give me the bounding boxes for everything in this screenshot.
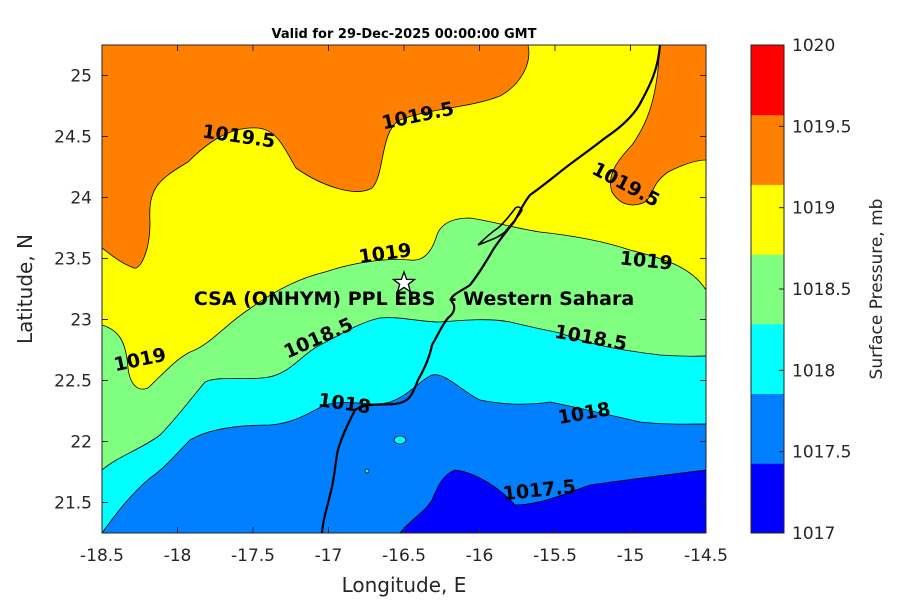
- station-marker: CSA (ONHYM) PPL EBS - Western Sahara: [194, 269, 634, 310]
- colorbar-tick-label: 1018.5: [792, 280, 851, 300]
- band-1017-1017.5: [399, 469, 706, 533]
- contour-map: [101, 44, 707, 534]
- colorbar-tick-label: 1020: [792, 36, 835, 56]
- y-tick-label: 21.5: [54, 494, 92, 514]
- colorbar-tick-label: 1017: [792, 524, 835, 544]
- contour-label: 1019: [619, 247, 674, 274]
- colorbar-segment: [751, 254, 784, 325]
- x-tick-label: -18: [164, 546, 192, 566]
- band-1017.5-1018: [102, 374, 706, 533]
- station-name: CSA (ONHYM) PPL EBS - Western Sahara: [194, 288, 634, 310]
- x-tick-label: -18.5: [80, 546, 124, 566]
- colorbar-tick-label: 1019: [792, 199, 835, 219]
- band-1019.5-1020-northwest: [102, 45, 530, 269]
- colorbar-segment: [751, 393, 784, 464]
- y-tick-label: 23: [70, 311, 92, 331]
- colorbar-label: Surface Pressure, mb: [867, 199, 887, 380]
- y-tick-label: 24.5: [54, 128, 92, 148]
- colorbar-segment: [751, 323, 784, 395]
- small-closed-contour: [393, 435, 407, 445]
- colorbar-tick-label: 1018: [792, 361, 835, 381]
- x-tick-label: -17.5: [231, 546, 275, 566]
- x-tick-label: -14.5: [684, 546, 728, 566]
- x-tick-label: -17: [315, 546, 343, 566]
- y-tick-label: 24: [70, 189, 92, 209]
- colorbar-segment: [751, 184, 784, 255]
- y-tick-label: 23.5: [54, 250, 92, 270]
- x-axis-label: Longitude, E: [342, 573, 467, 597]
- y-tick-label: 22.5: [54, 372, 92, 392]
- coastline: [320, 45, 662, 533]
- colorbar-segment: [751, 45, 784, 116]
- star-icon: [391, 269, 417, 294]
- x-tick-label: -16.5: [382, 546, 426, 566]
- figure-title: Valid for 29-Dec-2025 00:00:00 GMT: [272, 27, 537, 42]
- y-tick-label: 22: [70, 433, 92, 453]
- colorbar-tick-label: 1017.5: [792, 443, 851, 463]
- y-tick-label: 25: [70, 67, 92, 87]
- band-1019.5-1020-east: [610, 45, 706, 206]
- colorbar-segment: [751, 463, 784, 534]
- x-tick-label: -15.5: [533, 546, 577, 566]
- y-axis-label: Latitude, N: [13, 234, 37, 344]
- colorbar: 1017 1017.5 1018 1018.5 1019 1019.5 1020: [750, 36, 851, 544]
- coastline-bay: [477, 206, 523, 246]
- x-tick-label: -16: [466, 546, 494, 566]
- x-tick-label: -15: [617, 546, 645, 566]
- x-axis-ticks: -18.5 -18 -17.5 -17 -16.5 -16 -15.5 -15 -14.5: [80, 45, 728, 566]
- colorbar-segment: [751, 114, 784, 185]
- tiny-closed-contour: [364, 468, 370, 474]
- y-axis-ticks: 21.5 22 22.5 23 23.5 24 24.5 25: [54, 67, 706, 514]
- colorbar-tick-label: 1019.5: [792, 117, 851, 137]
